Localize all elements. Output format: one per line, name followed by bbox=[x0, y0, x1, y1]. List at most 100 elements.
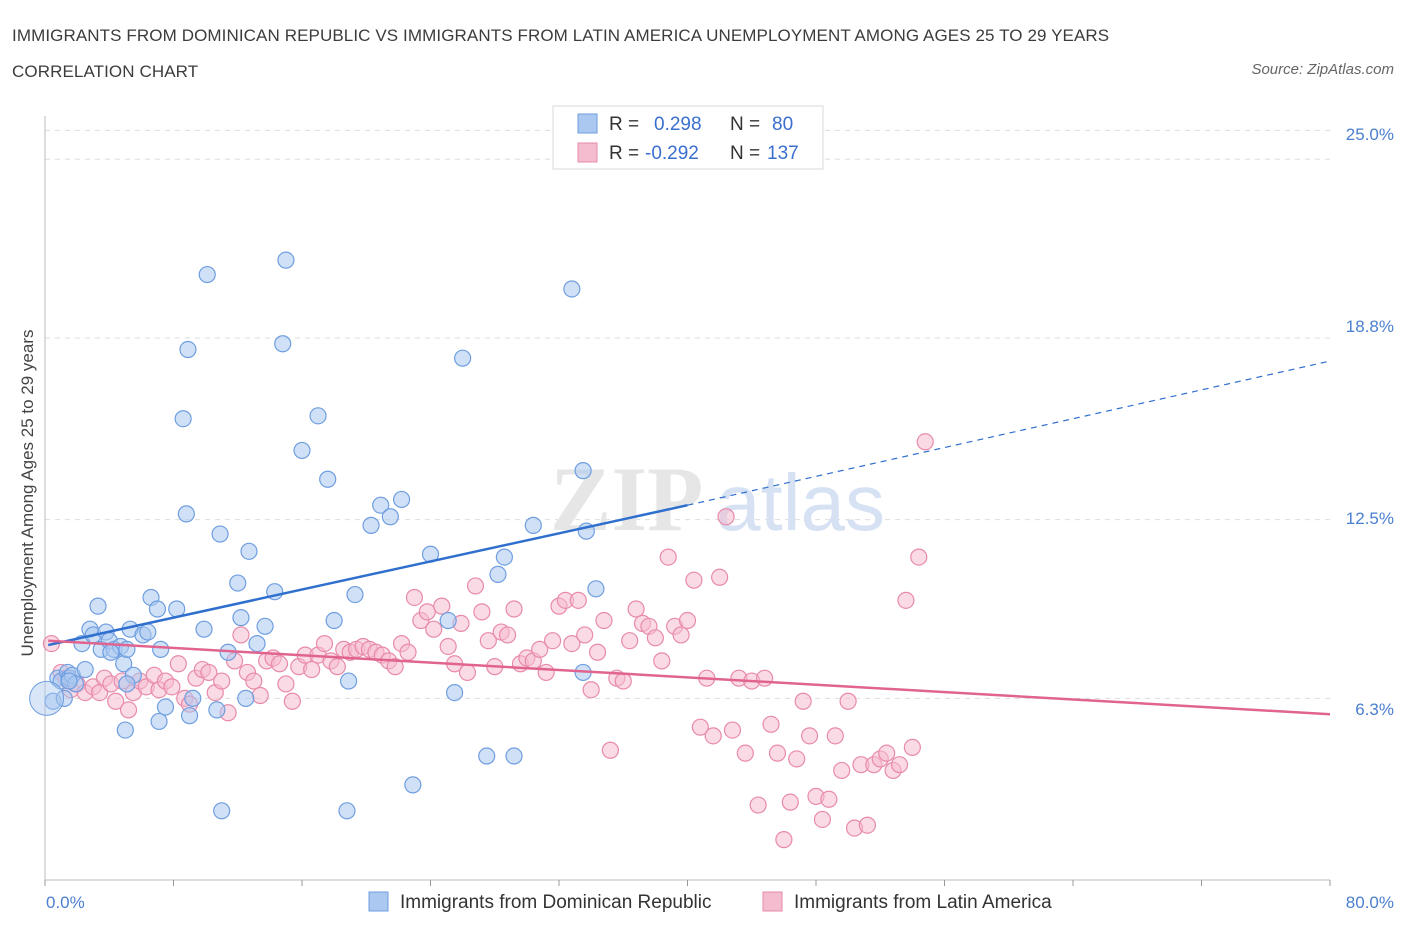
dominican-republic-point-34 bbox=[198, 265, 216, 284]
dominican-republic-point-47 bbox=[319, 470, 337, 488]
latin-america-point-111 bbox=[755, 669, 774, 687]
latin-america-point-20 bbox=[169, 655, 187, 673]
latin-america-point-30 bbox=[232, 626, 250, 644]
dominican-republic-point-33 bbox=[179, 340, 197, 359]
dominican-republic-point-26 bbox=[156, 698, 175, 716]
dominican-republic-point-43 bbox=[274, 335, 292, 353]
latin-america-point-114 bbox=[775, 831, 793, 849]
stats-swatch-pink bbox=[577, 142, 598, 163]
latin-america-point-100 bbox=[685, 571, 703, 589]
stats-r-value-1: 0.298 bbox=[654, 114, 702, 135]
latin-america-point-83 bbox=[576, 626, 594, 644]
latin-america-point-96 bbox=[659, 548, 677, 566]
dominican-republic-point-25 bbox=[150, 712, 168, 731]
trend-line-dominican-republic bbox=[47, 503, 688, 647]
series-latin-america-points bbox=[42, 433, 934, 849]
latin-america-point-121 bbox=[820, 790, 838, 808]
latin-america-point-90 bbox=[621, 632, 639, 650]
latin-america-point-110 bbox=[749, 796, 767, 814]
y-tick-label-18-8: 18.8% bbox=[1346, 317, 1394, 336]
latin-america-point-61 bbox=[433, 597, 451, 615]
dominican-republic-point-37 bbox=[229, 574, 247, 592]
dominican-republic-point-36 bbox=[211, 525, 229, 543]
dominican-republic-point-55 bbox=[404, 776, 422, 794]
dominican-republic-point-79 bbox=[213, 802, 231, 820]
dominican-republic-point-40 bbox=[248, 634, 266, 653]
latin-america-point-45 bbox=[328, 658, 346, 676]
y-tick-label-25-0: 25.0% bbox=[1346, 125, 1394, 144]
dominican-republic-point-3 bbox=[55, 689, 73, 707]
dominican-republic-cluster-point bbox=[29, 680, 65, 716]
dominican-republic-point-72 bbox=[195, 620, 213, 638]
latin-america-point-81 bbox=[563, 634, 581, 653]
latin-america-point-59 bbox=[418, 603, 436, 621]
dominican-republic-point-39 bbox=[232, 609, 250, 627]
stats-swatch-blue bbox=[577, 113, 598, 134]
latin-america-point-124 bbox=[839, 692, 857, 710]
latin-america-point-32 bbox=[245, 672, 263, 690]
latin-america-point-68 bbox=[479, 632, 497, 650]
dominican-republic-point-38 bbox=[237, 689, 255, 707]
latin-america-point-113 bbox=[768, 744, 787, 762]
trend-lines bbox=[47, 360, 1331, 716]
legend-label-latin-america: Immigrants from Latin America bbox=[794, 892, 1052, 913]
latin-america-point-98 bbox=[672, 626, 690, 644]
dominican-republic-point-54 bbox=[392, 490, 411, 509]
series-dominican-republic-points bbox=[29, 251, 605, 820]
latin-america-point-65 bbox=[458, 663, 477, 682]
latin-america-point-84 bbox=[582, 681, 600, 699]
trend-line-dominican-republic-extension bbox=[687, 360, 1331, 506]
latin-america-point-135 bbox=[910, 548, 928, 566]
latin-america-point-118 bbox=[800, 727, 819, 745]
latin-america-point-27 bbox=[213, 672, 231, 690]
dominican-republic-point-49 bbox=[338, 802, 356, 820]
latin-america-point-134 bbox=[903, 738, 921, 756]
dominican-republic-point-12 bbox=[89, 597, 107, 615]
latin-america-point-60 bbox=[425, 620, 443, 638]
latin-america-point-115 bbox=[781, 793, 799, 811]
latin-america-point-56 bbox=[399, 643, 417, 661]
latin-america-point-136 bbox=[916, 433, 934, 451]
dominican-republic-point-63 bbox=[505, 747, 523, 765]
latin-america-point-127 bbox=[858, 816, 877, 834]
legend-swatch-latin-america bbox=[762, 891, 783, 912]
stats-n-label-2: N = bbox=[730, 143, 760, 164]
dominican-republic-point-77 bbox=[102, 643, 120, 661]
latin-america-point-19 bbox=[163, 678, 181, 696]
dominican-republic-point-62 bbox=[489, 565, 507, 584]
dominican-republic-point-76 bbox=[60, 672, 78, 690]
x-tick-label-min: 0.0% bbox=[46, 893, 85, 912]
stats-n-value-2: 137 bbox=[767, 143, 799, 164]
y-axis-title: Unemployment Among Ages 25 to 29 years bbox=[18, 330, 37, 657]
latin-america-point-101 bbox=[691, 718, 709, 736]
dominican-republic-point-27 bbox=[148, 600, 167, 618]
dominican-republic-point-65 bbox=[563, 280, 581, 298]
dominican-republic-point-22 bbox=[116, 721, 134, 739]
latin-america-point-85 bbox=[588, 643, 607, 661]
latin-america-point-105 bbox=[717, 508, 735, 526]
stats-r-label-2: R = bbox=[609, 143, 639, 164]
stats-box-frame bbox=[552, 105, 824, 170]
dominican-republic-point-67 bbox=[574, 462, 592, 480]
watermark-zip: ZIP bbox=[550, 448, 703, 550]
dominican-republic-point-9 bbox=[76, 660, 94, 679]
dominican-republic-point-41 bbox=[256, 617, 274, 635]
dominican-republic-point-60 bbox=[478, 747, 496, 765]
latin-america-point-99 bbox=[678, 611, 697, 630]
latin-america-point-72 bbox=[505, 600, 523, 618]
latin-america-point-104 bbox=[711, 568, 729, 586]
axis-layer bbox=[44, 116, 1331, 886]
latin-america-point-10 bbox=[107, 692, 125, 710]
dominican-republic-point-29 bbox=[177, 505, 195, 523]
latin-america-point-87 bbox=[601, 741, 620, 759]
latin-america-point-103 bbox=[704, 727, 722, 745]
latin-america-point-67 bbox=[473, 603, 491, 621]
latin-america-point-89 bbox=[614, 672, 632, 690]
dominican-republic-point-51 bbox=[362, 516, 380, 534]
y-tick-label-6-3: 6.3% bbox=[1355, 700, 1394, 719]
latin-america-point-108 bbox=[736, 744, 754, 762]
dominican-republic-point-64 bbox=[524, 516, 542, 534]
latin-america-point-86 bbox=[595, 611, 613, 630]
dominican-republic-point-75 bbox=[139, 623, 157, 641]
dominican-republic-point-30 bbox=[180, 707, 199, 725]
